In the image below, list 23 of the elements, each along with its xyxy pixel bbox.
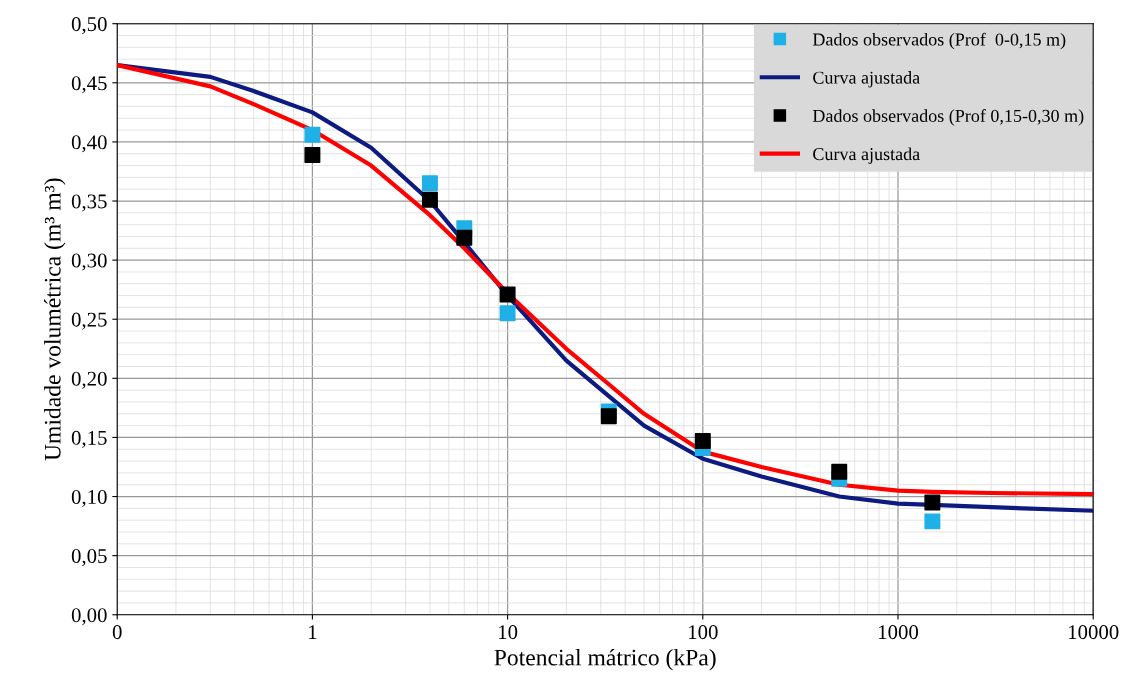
y-tick-label: 0,25 bbox=[71, 312, 107, 330]
legend-label: Curva ajustada bbox=[813, 71, 920, 88]
y-tick-label: 0,50 bbox=[71, 17, 107, 35]
y-tick-label: 0,10 bbox=[71, 489, 107, 507]
y-axis-title: Umidade volumétrica (m³ m³) bbox=[44, 178, 66, 461]
x-tick-label: 100 bbox=[689, 625, 718, 640]
y-tick-label: 0,30 bbox=[71, 253, 107, 271]
x-tick-label: 0 bbox=[112, 625, 122, 640]
y-tick-label: 0,35 bbox=[71, 194, 107, 212]
legend-label: Dados observados (Prof 0-0,15 m) bbox=[812, 32, 1066, 50]
y-tick-label: 0,45 bbox=[71, 76, 107, 94]
y-tick-label: 0,40 bbox=[71, 135, 107, 153]
x-axis-title: Potencial mátrico (kPa) bbox=[494, 648, 716, 671]
y-tick-label: 0,00 bbox=[71, 608, 107, 626]
y-tick-label: 0,15 bbox=[71, 430, 107, 448]
y-tick-label: 0,20 bbox=[71, 371, 107, 389]
x-tick-label: 10 bbox=[499, 625, 518, 640]
x-tick-label: 1 bbox=[309, 625, 317, 639]
legend-label: Dados observados (Prof 0,15-0,30 m) bbox=[812, 109, 1084, 126]
y-tick-label: 0,05 bbox=[71, 549, 107, 567]
legend-label: Curva ajustada bbox=[813, 147, 920, 164]
x-tick-label: 10000 bbox=[1068, 625, 1119, 640]
x-tick-label: 1000 bbox=[878, 625, 919, 640]
